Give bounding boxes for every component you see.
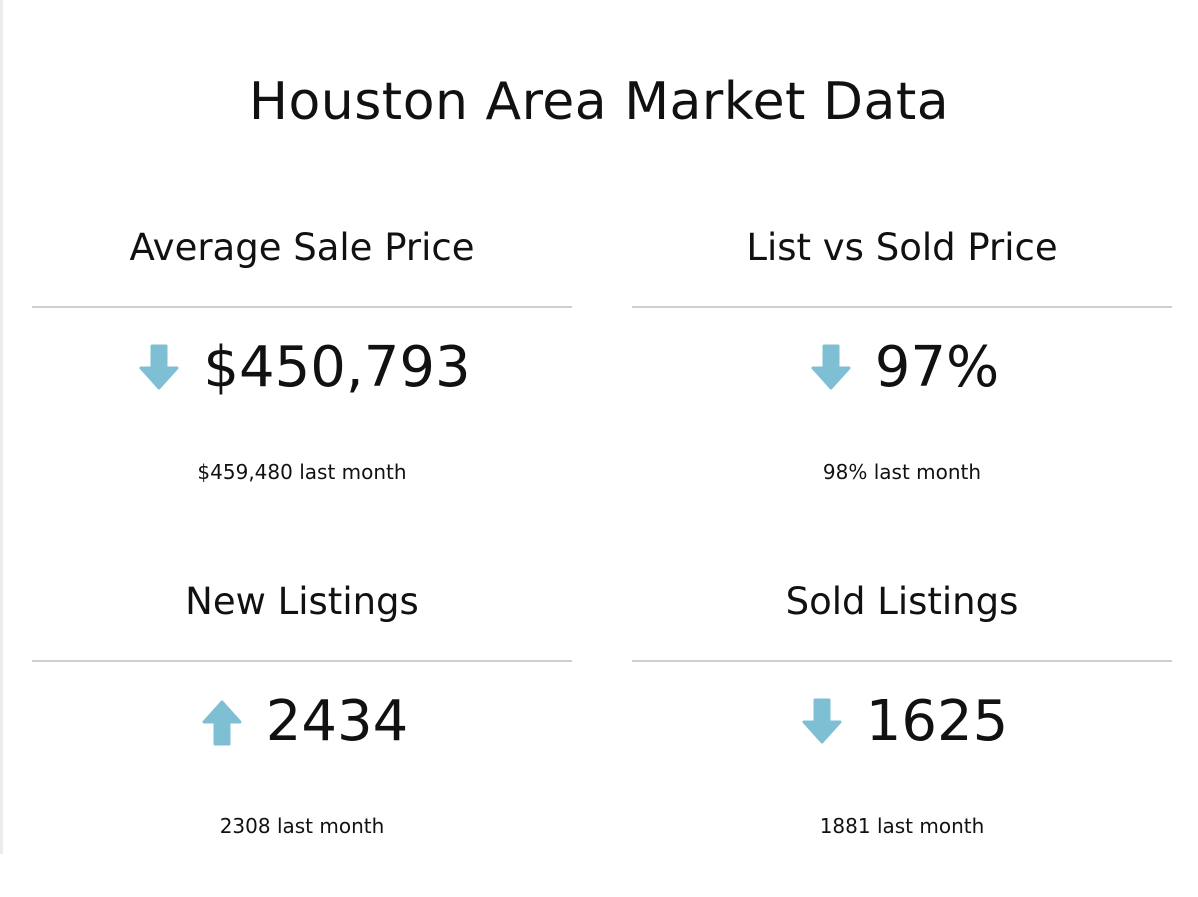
metric-value: 97%: [874, 335, 1000, 400]
metric-value: 1625: [865, 689, 1009, 754]
metric-title: New Listings: [185, 580, 419, 623]
metric-card-list-vs-sold-price: List vs Sold Price 97% 98% last month: [632, 223, 1172, 543]
arrow-down-icon: [796, 696, 848, 748]
left-edge-divider: [0, 0, 3, 854]
metric-title: List vs Sold Price: [746, 226, 1058, 269]
metric-title: Average Sale Price: [129, 226, 475, 269]
metric-value: $450,793: [203, 335, 471, 400]
metric-previous-value: 2308 last month: [219, 814, 385, 838]
metric-previous-value: $459,480 last month: [197, 460, 407, 484]
metric-card-average-sale-price: Average Sale Price $450,793 $459,480 las…: [32, 223, 572, 543]
metric-previous-value: 98% last month: [822, 460, 982, 484]
metric-title: Sold Listings: [785, 580, 1019, 623]
metric-divider: [632, 660, 1172, 662]
metric-value-row: 1625: [632, 685, 1172, 759]
metric-divider: [32, 306, 572, 308]
metric-divider: [32, 660, 572, 662]
metric-divider: [632, 306, 1172, 308]
metric-value-row: 97%: [632, 331, 1172, 405]
metric-card-sold-listings: Sold Listings 1625 1881 last month: [632, 577, 1172, 897]
metric-previous-value: 1881 last month: [819, 814, 985, 838]
arrow-up-icon: [196, 696, 248, 748]
arrow-down-icon: [133, 342, 185, 394]
metric-card-new-listings: New Listings 2434 2308 last month: [32, 577, 572, 897]
metric-value: 2434: [265, 689, 409, 754]
metric-value-row: $450,793: [32, 331, 572, 405]
page-title: Houston Area Market Data: [248, 72, 950, 132]
metric-value-row: 2434: [32, 685, 572, 759]
arrow-down-icon: [805, 342, 857, 394]
